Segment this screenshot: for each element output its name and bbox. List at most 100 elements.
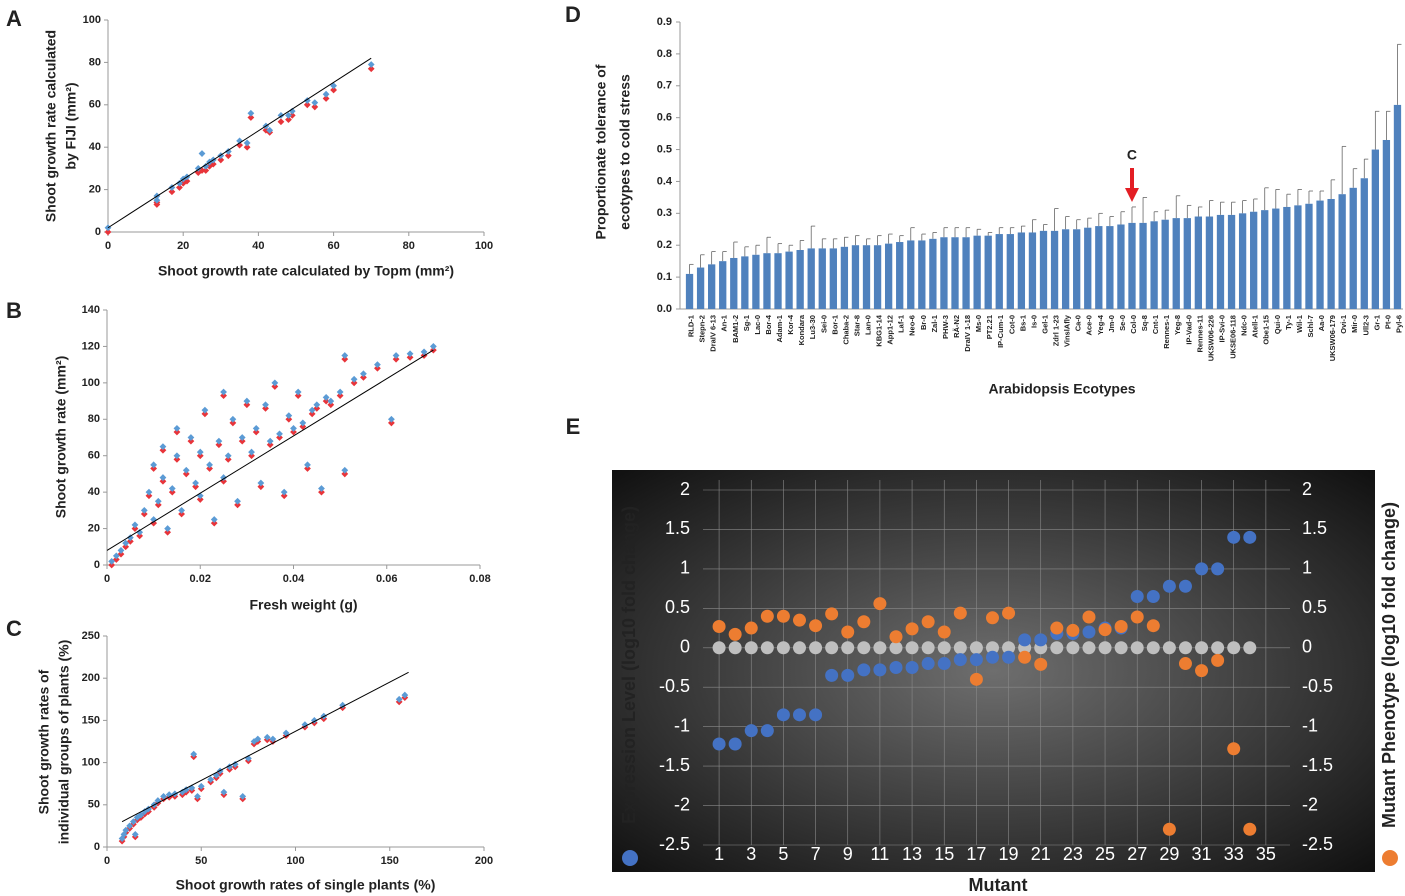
point: [406, 353, 414, 361]
x-tick-label: Cot-0: [1007, 315, 1016, 334]
x-tick-label: Stepn-2: [698, 315, 707, 343]
y-axis-label: Proportionate tolerance of: [593, 64, 609, 239]
bar: [1128, 222, 1136, 309]
x-tick-label: UKSE06-118: [1229, 315, 1238, 359]
y-tick-label: 100: [82, 757, 100, 769]
point: [120, 830, 128, 838]
x-tick-label: Wil-1: [1295, 315, 1304, 333]
bar: [940, 237, 948, 309]
point: [1195, 641, 1209, 655]
point: [294, 388, 302, 396]
point: [985, 611, 999, 625]
x-tick-label: Ndc-0: [1240, 315, 1249, 336]
point: [350, 375, 358, 383]
bar: [774, 253, 782, 309]
x-tick-label: App1-12: [886, 315, 895, 345]
x-tick-label: 200: [475, 855, 493, 867]
point: [220, 388, 227, 396]
point: [271, 383, 279, 390]
bar: [951, 237, 959, 309]
point: [311, 103, 319, 111]
point: [1066, 641, 1080, 655]
point: [889, 630, 903, 644]
point: [173, 424, 181, 432]
point: [154, 497, 162, 505]
point: [744, 724, 758, 738]
point: [136, 532, 144, 540]
x-tick-label: 50: [195, 855, 207, 867]
point: [857, 663, 871, 677]
y-axis-label: Shoot growth rates of: [36, 669, 52, 814]
point: [905, 661, 919, 674]
y-tick-label: 1: [680, 558, 690, 578]
point: [226, 763, 233, 771]
point: [429, 346, 437, 354]
point: [257, 483, 265, 491]
point: [168, 485, 176, 492]
point: [327, 397, 335, 405]
x-tick-label: Star-8: [852, 315, 861, 336]
y-tick-label: 2: [680, 479, 690, 499]
x-tick-label: BAM1-2: [731, 315, 740, 343]
x-tick-label: Lan-0: [863, 315, 872, 335]
x-tick-label: 27: [1127, 844, 1147, 864]
point: [1034, 633, 1048, 647]
point: [140, 506, 148, 514]
bar: [763, 253, 771, 309]
x-tick-label: 0: [104, 855, 110, 867]
y-tick-label: 250: [82, 630, 100, 642]
x-tick-label: IP-Svi-0: [1217, 315, 1226, 343]
point: [112, 552, 120, 560]
point: [254, 735, 262, 743]
point: [873, 641, 887, 655]
point: [873, 663, 887, 677]
x-tick-label: Rennes-1: [1162, 315, 1171, 349]
point: [131, 525, 139, 532]
point: [937, 625, 951, 639]
x-tick-label: Pyl-6: [1394, 315, 1403, 333]
bar: [1227, 214, 1236, 309]
point: [921, 641, 935, 655]
x-tick-label: 21: [1031, 844, 1051, 864]
legend-marker: [1382, 850, 1398, 866]
y-axis-label: Shoot growth rate (mm²): [53, 356, 69, 519]
annotation: C: [1127, 147, 1137, 163]
point: [728, 627, 742, 641]
point: [1002, 641, 1016, 655]
y2-tick-label: 0: [1302, 637, 1312, 657]
x-axis-label: Arabidopsis Ecotypes: [988, 381, 1135, 397]
point: [1034, 657, 1048, 671]
x-tick-label: 100: [286, 855, 304, 867]
point: [280, 488, 288, 496]
x-tick-label: Ace-0: [1085, 315, 1094, 335]
point: [1050, 621, 1064, 635]
point: [1066, 623, 1080, 637]
x-tick-label: 0.02: [190, 573, 211, 585]
point: [280, 492, 288, 500]
x-tick-label: Ovi-1: [1339, 315, 1348, 334]
point: [159, 443, 167, 451]
x-tick-label: 33: [1224, 844, 1244, 864]
x-tick-label: 31: [1192, 844, 1212, 864]
point: [921, 657, 935, 671]
x-tick-label: 0.06: [376, 573, 397, 585]
point: [266, 437, 274, 445]
point: [196, 492, 204, 500]
point: [420, 348, 428, 356]
point: [712, 737, 726, 751]
bar: [1194, 216, 1203, 309]
trendline: [106, 349, 434, 551]
x-tick-label: 20: [177, 240, 189, 252]
point: [728, 641, 742, 655]
x-tick-label: Br-0: [919, 315, 928, 330]
point: [330, 86, 337, 94]
x-tick-label: 0.04: [283, 573, 305, 585]
x-tick-label: Is-0: [1029, 315, 1038, 328]
bar: [1073, 229, 1081, 309]
point: [1098, 623, 1112, 637]
x-tick-label: PHW-3: [941, 315, 950, 339]
trendline: [107, 57, 372, 229]
point: [238, 437, 246, 445]
point: [792, 613, 806, 627]
point: [263, 733, 271, 741]
